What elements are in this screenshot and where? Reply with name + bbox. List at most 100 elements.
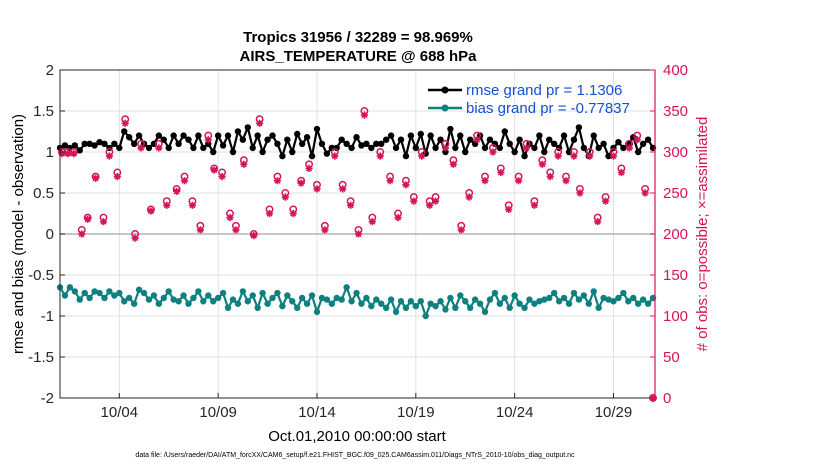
rmse-point xyxy=(521,152,528,160)
bias-point xyxy=(175,298,182,305)
bias-point xyxy=(471,296,479,303)
bias-point xyxy=(447,294,454,302)
rmse-point xyxy=(200,144,207,152)
obs-assimilated-point xyxy=(522,144,531,152)
obs-assimilated-point xyxy=(256,119,264,127)
bias-point xyxy=(615,294,622,302)
obs-assimilated-point xyxy=(497,168,505,177)
bias-point xyxy=(140,289,148,297)
bias-point xyxy=(116,289,123,297)
rmse-point xyxy=(224,132,232,139)
bias-point xyxy=(565,300,573,307)
rmse-point xyxy=(145,144,153,152)
bias-point xyxy=(422,312,429,320)
rmse-point xyxy=(279,152,286,160)
bias-point xyxy=(66,284,74,291)
bias-point xyxy=(363,294,370,302)
legend: rmse grand pr = 1.1306 bias grand pr = -… xyxy=(428,82,630,117)
y-tick-label: -1.5 xyxy=(28,349,54,366)
bias-point xyxy=(86,294,93,302)
bias-point xyxy=(318,294,326,302)
bias-point xyxy=(205,292,212,299)
rmse-point xyxy=(457,132,464,139)
rmse-point xyxy=(116,144,123,152)
bias-point xyxy=(96,289,103,297)
bias-point xyxy=(555,298,563,305)
obs-assimilated-point xyxy=(64,150,72,158)
obs-assimilated-point xyxy=(554,152,562,160)
bias-point xyxy=(462,298,469,305)
y2-tick-label: 0 xyxy=(663,390,671,407)
bias-point xyxy=(481,308,489,316)
obs-assimilated-point xyxy=(58,150,66,158)
bias-point xyxy=(625,298,632,305)
obs-assimilated-point xyxy=(99,218,108,226)
bias-point xyxy=(274,289,281,297)
chart-subtitle: AIRS_TEMPERATURE @ 688 hPa xyxy=(240,48,478,65)
rmse-point xyxy=(353,134,360,141)
y-tick-label: 0.5 xyxy=(33,185,54,202)
bias-point xyxy=(382,304,390,311)
bias-point xyxy=(284,292,291,299)
y-tick-label: -1 xyxy=(41,308,54,325)
rmse-point xyxy=(634,148,642,156)
rmse-point xyxy=(462,148,469,156)
bias-point xyxy=(333,294,340,302)
obs-assimilated-point xyxy=(346,201,355,209)
bias-point xyxy=(145,296,153,303)
rmse-point xyxy=(303,134,311,141)
bias-point xyxy=(106,288,113,295)
bias-point xyxy=(392,308,400,316)
y2-tick-label: 150 xyxy=(663,267,688,284)
obs-assimilated-point xyxy=(173,187,181,195)
obs-assimilated-point xyxy=(538,160,546,168)
obs-assimilated-point xyxy=(232,226,240,234)
bias-point xyxy=(81,289,88,297)
bias-point xyxy=(61,292,69,299)
rmse-point xyxy=(481,144,489,152)
rmse-point xyxy=(402,152,410,160)
bias-point xyxy=(71,288,79,295)
obs-assimilated-point xyxy=(360,111,369,119)
bias-point xyxy=(348,298,355,305)
bias-point xyxy=(466,304,474,311)
obs-assimilated-point xyxy=(297,179,305,187)
rmse-point xyxy=(447,125,454,133)
bias-point xyxy=(160,294,167,302)
rmse-point xyxy=(308,152,316,160)
bias-point xyxy=(412,302,420,310)
obs-assimilated-point xyxy=(426,201,434,209)
bias-point xyxy=(427,300,434,307)
bias-point xyxy=(121,298,128,305)
rmse-point xyxy=(185,136,192,143)
rmse-point xyxy=(437,136,444,143)
bias-point xyxy=(259,289,266,297)
obs-assimilated-point xyxy=(188,201,197,209)
rmse-point xyxy=(432,144,439,152)
bias-point xyxy=(76,296,83,303)
bias-point xyxy=(546,294,553,302)
rmse-point xyxy=(407,132,415,139)
bias-point xyxy=(630,294,637,302)
obs-assimilated-point xyxy=(570,152,578,160)
rmse-point xyxy=(170,132,177,139)
rmse-point xyxy=(125,134,133,141)
rmse-point xyxy=(560,132,568,139)
rmse-point xyxy=(135,132,143,139)
obs-assimilated-point xyxy=(481,177,489,185)
obs-assimilated-point xyxy=(641,189,649,197)
rmse-point xyxy=(323,150,331,157)
bias-point xyxy=(101,294,108,302)
rmse-point xyxy=(284,136,291,143)
bias-point xyxy=(224,304,232,311)
bias-point xyxy=(180,292,187,299)
bias-point xyxy=(338,296,345,303)
bias-point xyxy=(313,308,321,316)
y-tick-label: -2 xyxy=(41,390,54,407)
bias-point xyxy=(279,302,286,310)
bias-point xyxy=(486,296,494,303)
obs-assimilated-point xyxy=(240,160,248,168)
obs-assimilated-point xyxy=(265,209,274,218)
rmse-point xyxy=(298,140,306,147)
